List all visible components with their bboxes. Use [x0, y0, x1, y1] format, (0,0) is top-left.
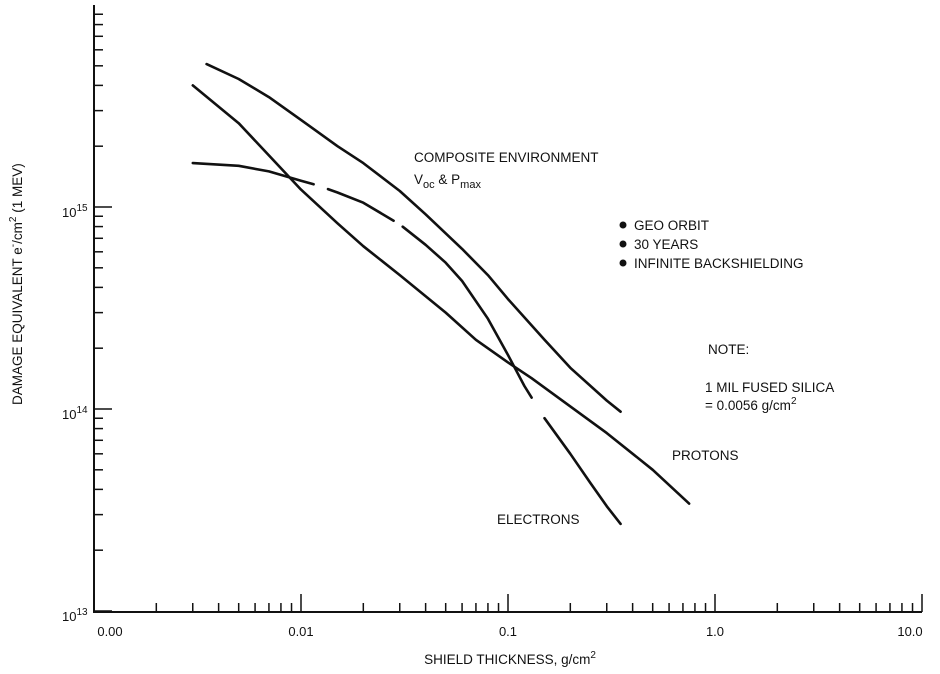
- electrons-curve: [326, 187, 395, 222]
- y-tick-label: 1015: [62, 203, 88, 220]
- condition-item: 30 YEARS: [634, 237, 698, 252]
- y-tick-label: 1014: [62, 405, 88, 422]
- data-series: [191, 62, 691, 526]
- x-tick-label: 1.0: [706, 624, 724, 639]
- condition-item: GEO ORBIT: [634, 218, 709, 233]
- note-line-1: 1 MIL FUSED SILICA: [705, 380, 834, 395]
- condition-item: INFINITE BACKSHIELDING: [634, 256, 804, 271]
- x-tick-label: 0.01: [288, 624, 313, 639]
- bullet-icon: [619, 259, 627, 267]
- electrons-curve: [543, 416, 622, 526]
- bullet-icon: [619, 240, 627, 248]
- x-tick-label: 10.0: [897, 624, 922, 639]
- x-tick-label: 0.00: [97, 624, 122, 639]
- y-ticks: [94, 13, 112, 612]
- composite-label: COMPOSITE ENVIRONMENT: [414, 150, 599, 165]
- electrons-curve: [401, 225, 533, 399]
- electrons-label: ELECTRONS: [497, 512, 580, 527]
- note-line-2: = 0.0056 g/cm2: [705, 396, 797, 413]
- protons-curve: [191, 84, 691, 505]
- note-title: NOTE:: [708, 342, 749, 357]
- x-axis-title: SHIELD THICKNESS, g/cm2: [424, 650, 596, 667]
- y-axis-title: DAMAGE EQUIVALENT e-/cm2 (1 MEV): [8, 163, 25, 405]
- electrons-curve: [191, 161, 315, 186]
- annotations: COMPOSITE ENVIRONMENT Voc & Pmax GEO ORB…: [414, 150, 834, 527]
- composite-environment-curve: [205, 62, 622, 413]
- protons-label: PROTONS: [672, 448, 739, 463]
- conditions-list: GEO ORBIT 30 YEARS INFINITE BACKSHIELDIN…: [619, 218, 804, 271]
- y-tick-label: 1013: [62, 607, 88, 624]
- bullet-icon: [619, 221, 627, 229]
- x-ticks: [93, 594, 923, 612]
- x-tick-label: 0.1: [499, 624, 517, 639]
- x-tick-labels: 0.00 0.01 0.1 1.0 10.0: [97, 624, 922, 639]
- composite-sublabel: Voc & Pmax: [414, 172, 481, 191]
- y-tick-labels: 1015 1014 1013: [62, 203, 88, 624]
